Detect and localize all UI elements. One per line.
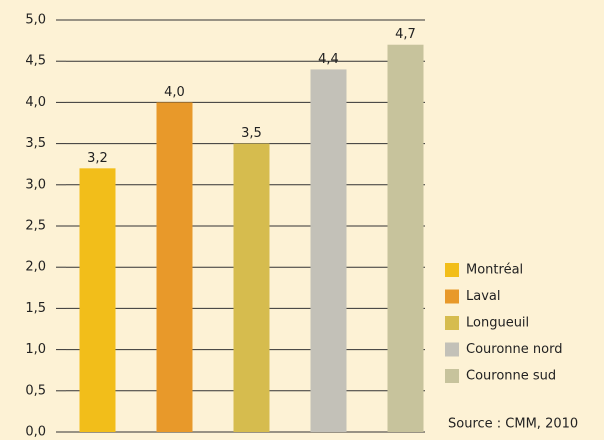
y-tick-label: 1,0 — [25, 342, 46, 357]
y-tick-label: 2,0 — [25, 260, 46, 275]
source-note: Source : CMM, 2010 — [448, 417, 578, 432]
y-tick-label: 1,5 — [25, 301, 46, 316]
data-label: 4,7 — [395, 27, 416, 42]
y-tick-label: 0,5 — [25, 383, 46, 398]
legend-label: Couronne sud — [466, 369, 556, 384]
legend-label: Montréal — [466, 263, 523, 278]
bar — [310, 69, 347, 432]
legend-swatch — [445, 316, 459, 330]
bar — [233, 143, 270, 432]
bar — [387, 44, 424, 432]
y-tick-label: 2,5 — [25, 219, 46, 234]
data-label: 3,5 — [241, 126, 262, 141]
y-tick-label: 4,5 — [25, 54, 46, 69]
bar — [156, 102, 193, 433]
legend-swatch — [445, 342, 459, 357]
y-tick-label: 3,5 — [25, 136, 46, 151]
legend-swatch — [445, 369, 459, 383]
y-tick-label: 0,0 — [25, 425, 46, 440]
data-label: 3,2 — [87, 151, 108, 166]
bar — [79, 168, 116, 432]
y-tick-label: 5,0 — [25, 13, 46, 28]
data-label: 4,4 — [318, 52, 339, 67]
legend-label: Couronne nord — [466, 342, 562, 357]
data-label: 4,0 — [164, 85, 185, 100]
legend-label: Laval — [466, 289, 500, 304]
legend-label: Longueuil — [466, 316, 529, 331]
y-tick-label: 3,0 — [25, 177, 46, 192]
legend-swatch — [445, 289, 459, 304]
legend-swatch — [445, 263, 459, 277]
y-tick-label: 4,0 — [25, 95, 46, 110]
